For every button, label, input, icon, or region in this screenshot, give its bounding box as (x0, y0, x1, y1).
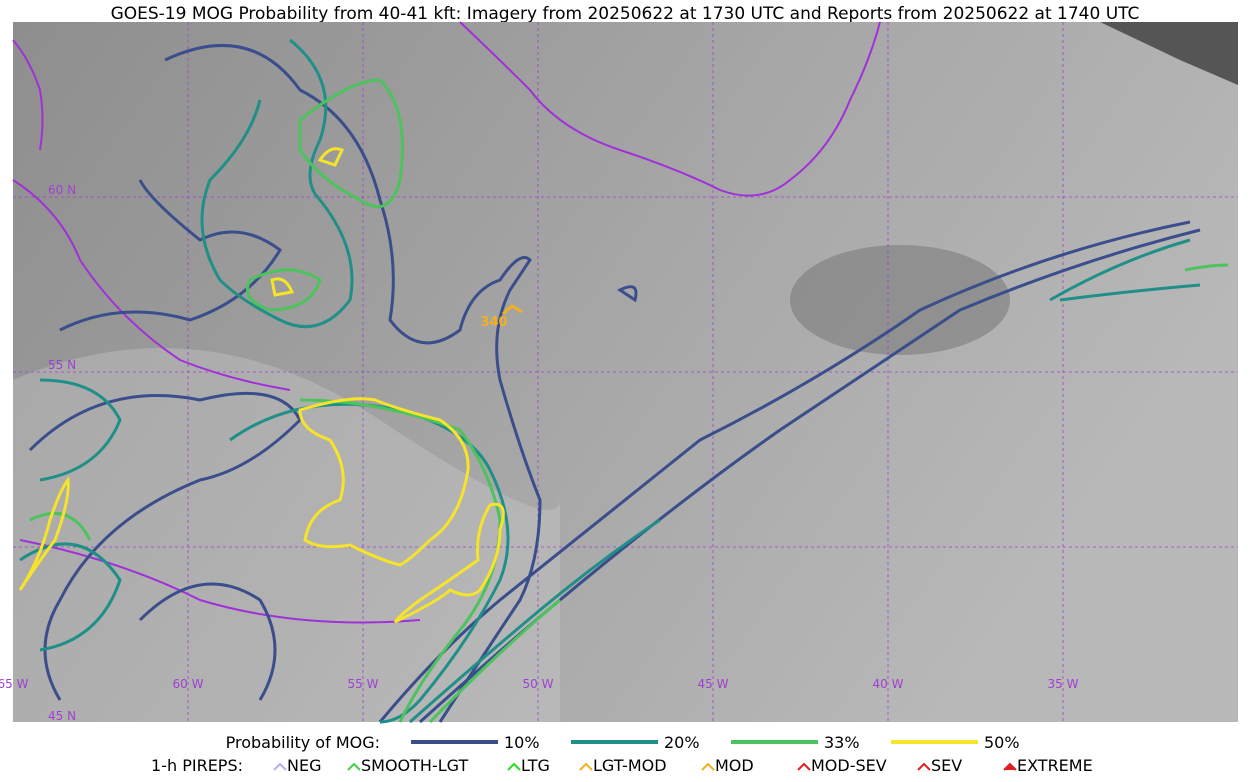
contour-10 (378, 220, 1191, 723)
legend: Probability of MOG: 10% 20% 33% 50% 1-h PIREP… (151, 733, 1093, 775)
lon-label: 65 W (0, 677, 29, 691)
legend-symbol (1003, 762, 1017, 771)
contour-20 (409, 238, 1201, 724)
contour-20 (39, 378, 510, 724)
contour-10 (138, 285, 638, 701)
lat-label: 60 N (48, 183, 76, 197)
contour-20 (200, 38, 354, 329)
lon-label: 60 W (173, 677, 204, 691)
contour-50 (18, 476, 70, 591)
legend-label: MOD (715, 756, 754, 775)
legend-symbol (701, 762, 715, 771)
lon-label: 50 W (523, 677, 554, 691)
greenland-coast (459, 21, 881, 197)
contour-33 (29, 263, 1229, 541)
legend-label: SEV (931, 756, 962, 775)
no-data (1100, 22, 1238, 85)
legend-symbol (917, 762, 931, 771)
legend-label: LTG (521, 756, 550, 775)
contour-33 (298, 78, 404, 209)
legend-symbol (347, 762, 361, 771)
pirep-marker (502, 304, 523, 316)
labrador-coast (12, 179, 291, 391)
contour-10 (164, 44, 542, 723)
legend-label: LGT-MOD (593, 756, 667, 775)
contour-50 (270, 147, 345, 297)
legend-label: EXTREME (1017, 756, 1093, 775)
cloud-region (13, 348, 560, 722)
contours (18, 38, 1229, 724)
lon-label: 45 W (698, 677, 729, 691)
dark-region (790, 245, 1010, 355)
legend-label: 50% (984, 733, 1020, 752)
contour-50 (393, 502, 505, 624)
legend-label: 20% (664, 733, 700, 752)
legend-label: 33% (824, 733, 860, 752)
legend-symbol (507, 762, 521, 771)
legend-title: 1-h PIREPS: (151, 756, 243, 775)
legend-label: MOD-SEV (811, 756, 887, 775)
legend-label: 10% (504, 733, 540, 752)
report-label: 340 (480, 315, 507, 330)
contour-33 (299, 398, 561, 724)
newfoundland-coast (19, 539, 421, 624)
title: GOES-19 MOG Probability from 40-41 kft: … (111, 4, 1140, 24)
contour-50 (298, 397, 470, 567)
lon-label: 35 W (1048, 677, 1079, 691)
legend-symbol (579, 762, 593, 771)
legend-label: SMOOTH-LGT (361, 756, 468, 775)
lon-label: 55 W (348, 677, 379, 691)
contour-20 (19, 542, 122, 652)
legend-symbol (273, 762, 287, 771)
legend-label: NEG (287, 756, 321, 775)
map: 340 60 N 55 N 45 N 65 W 60 W 55 W 50 W 45 W 40 … (0, 21, 1238, 724)
legend-title: Probability of MOG: (226, 733, 380, 752)
baffin-coast (12, 39, 44, 151)
lat-label: 45 N (48, 709, 76, 723)
lat-label: 55 N (48, 358, 76, 372)
lon-label: 40 W (873, 677, 904, 691)
contour-10 (59, 179, 282, 332)
coastlines (12, 21, 881, 624)
legend-symbol (797, 762, 811, 771)
contour-33 (246, 268, 322, 312)
contour-10 (28, 391, 302, 701)
